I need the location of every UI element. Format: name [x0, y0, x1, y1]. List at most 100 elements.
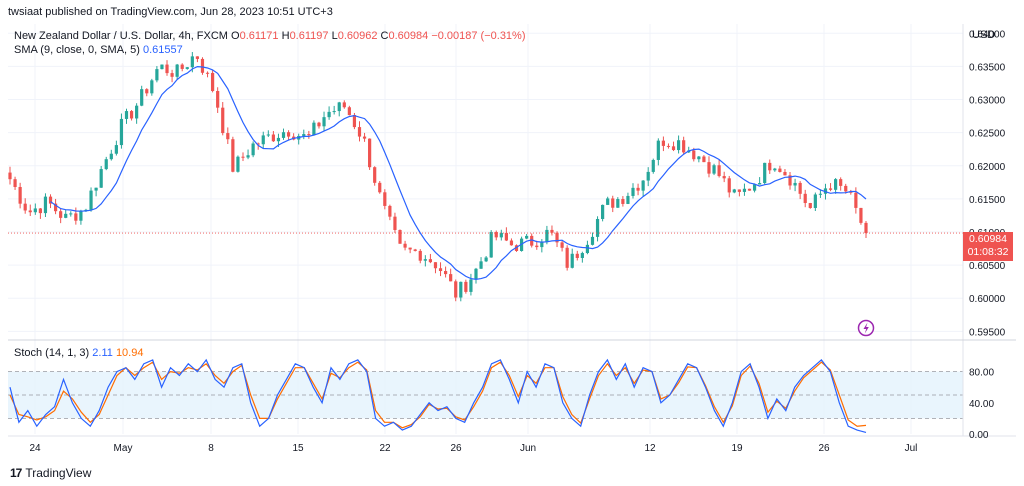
- candle-body: [484, 257, 488, 262]
- candle-body: [64, 213, 68, 218]
- candle-body: [327, 111, 331, 118]
- candle-body: [413, 249, 417, 251]
- close-value: 0.60984: [388, 30, 429, 42]
- candle-body: [393, 216, 397, 230]
- stoch-label: Stoch (14, 1, 3): [14, 347, 90, 359]
- candle-body: [676, 140, 681, 151]
- price-tick-label: 0.60500: [969, 261, 1006, 272]
- candle-body: [342, 102, 346, 108]
- candle-body: [828, 188, 833, 190]
- currency-label: USD: [972, 29, 996, 41]
- candle-body: [590, 236, 595, 245]
- symbol-legend[interactable]: New Zealand Dollar / U.S. Dollar, 4h, FX…: [14, 30, 526, 42]
- candle-body: [555, 232, 559, 243]
- candle-body: [23, 203, 27, 211]
- candle-body: [565, 247, 569, 268]
- candle-body: [747, 188, 752, 191]
- stoch-k-value: 2.11: [92, 347, 113, 359]
- candle-body: [454, 281, 458, 298]
- candle-body: [859, 207, 863, 223]
- candle-body: [489, 232, 493, 258]
- candle-body: [246, 155, 250, 158]
- candle-body: [545, 229, 549, 243]
- low-label: L: [331, 30, 338, 42]
- time-tick-label: 24: [29, 443, 41, 454]
- candle-body: [33, 208, 37, 213]
- candle-body: [13, 179, 17, 187]
- candle-body: [449, 274, 453, 282]
- candle-body: [59, 211, 63, 218]
- high-label: H: [281, 30, 290, 42]
- candle-body: [646, 171, 650, 181]
- time-tick-label: 15: [292, 443, 304, 454]
- candle-body: [200, 58, 205, 73]
- candle-body: [150, 80, 154, 94]
- price-tick-label: 0.62500: [969, 129, 1006, 140]
- candle-body: [317, 122, 321, 127]
- price-tick-label: 0.60000: [969, 294, 1006, 305]
- candle-body: [788, 175, 792, 186]
- candle-body: [737, 189, 741, 192]
- candle-body: [53, 203, 58, 212]
- high-value: 0.61197: [289, 30, 329, 42]
- sma-legend[interactable]: SMA (9, close, 0, SMA, 5) 0.61557: [14, 44, 183, 56]
- candle-body: [236, 156, 240, 172]
- candle-body: [114, 145, 118, 154]
- candle-body: [621, 199, 625, 204]
- candle-body: [798, 182, 802, 194]
- candle-body: [357, 127, 362, 137]
- low-value: 0.60962: [337, 30, 378, 42]
- candle-body: [337, 102, 341, 112]
- candle-body: [864, 222, 868, 234]
- candle-body: [368, 138, 372, 168]
- candle-body: [8, 172, 12, 180]
- candle-body: [135, 105, 139, 119]
- candle-body: [140, 89, 144, 106]
- candle-body: [469, 279, 473, 292]
- candle-body: [383, 192, 387, 206]
- candle-body: [773, 168, 777, 171]
- sma-label: SMA (9, close, 0, SMA, 5): [14, 44, 140, 56]
- candle-body: [378, 182, 382, 193]
- time-tick-label: Jun: [520, 443, 536, 454]
- candle-body: [28, 210, 32, 213]
- candle-body: [99, 169, 103, 188]
- candle-body: [347, 107, 351, 116]
- candle-body: [74, 213, 78, 221]
- candle-body: [362, 136, 367, 139]
- candle-body: [302, 134, 306, 136]
- candle-body: [803, 193, 807, 204]
- candle-body: [611, 198, 615, 208]
- candle-body: [438, 268, 443, 272]
- candle-body: [443, 271, 448, 275]
- candle-body: [307, 134, 311, 136]
- change-value: −0.00187 (−0.31%): [431, 30, 526, 42]
- stoch-d-value: 10.94: [115, 347, 144, 359]
- candle-body: [155, 69, 159, 81]
- price-tick-label: 0.61500: [969, 195, 1006, 206]
- candle-body: [459, 281, 463, 298]
- candle-body: [570, 253, 574, 268]
- candle-body: [190, 56, 194, 68]
- candle-body: [145, 89, 149, 94]
- bar-countdown: 01:08:32: [967, 246, 1009, 258]
- lightning-icon[interactable]: [857, 319, 875, 337]
- time-tick-label: 22: [379, 443, 391, 454]
- candle-body: [793, 182, 797, 186]
- candle-body: [408, 247, 412, 250]
- price-tick-label: 0.63000: [969, 96, 1006, 107]
- candle-body: [768, 162, 772, 171]
- price-tick-label: 0.64000: [969, 29, 1006, 40]
- candle-body: [322, 117, 326, 127]
- candle-body: [697, 156, 701, 160]
- candle-body: [479, 261, 483, 269]
- footer-branding[interactable]: 17 TradingView: [10, 466, 91, 480]
- stoch-legend[interactable]: Stoch (14, 1, 3) 2.11 10.94: [14, 347, 143, 359]
- candle-body: [398, 229, 402, 244]
- candle-body: [834, 179, 838, 190]
- publish-header: twsiaat published on TradingView.com, Ju…: [8, 6, 333, 18]
- candle-body: [636, 187, 640, 191]
- brand-name: TradingView: [25, 466, 92, 480]
